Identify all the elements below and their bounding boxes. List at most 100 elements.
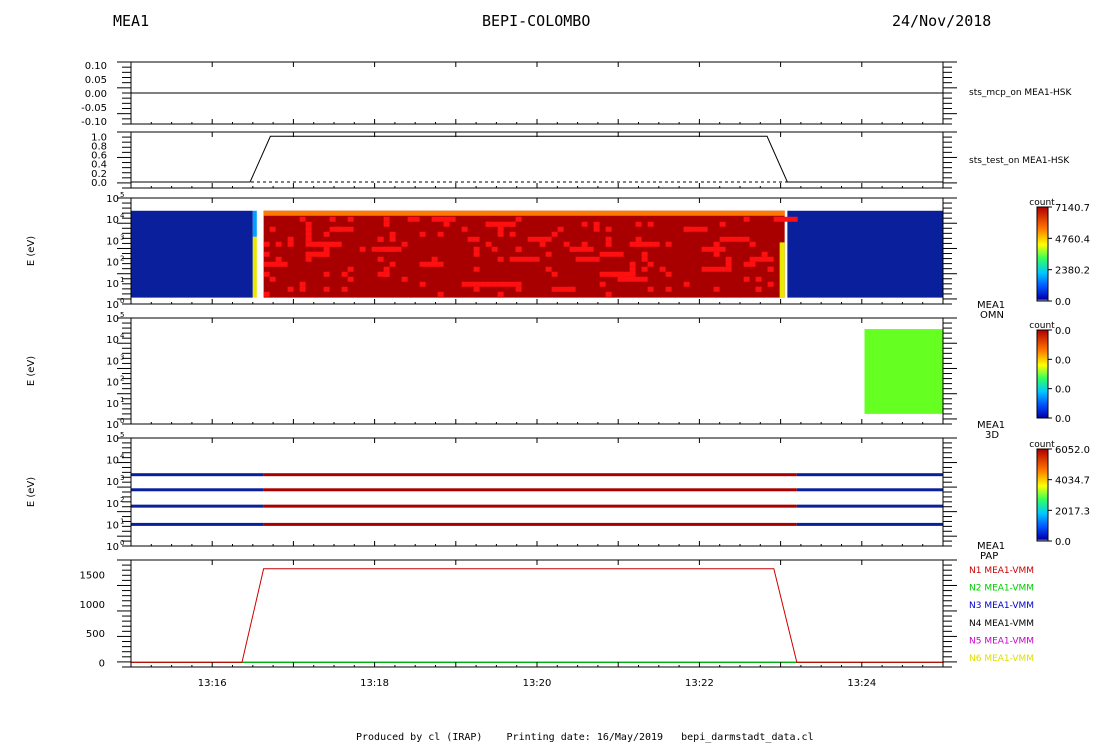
omn-speckle bbox=[605, 226, 612, 232]
omn-speckle bbox=[497, 256, 504, 262]
pap-band bbox=[263, 488, 797, 492]
omn-transition bbox=[252, 236, 257, 298]
y-tick-label: -0.05 bbox=[81, 103, 107, 114]
omn-speckle bbox=[605, 291, 612, 297]
omn-speckle bbox=[743, 276, 750, 282]
omn-speckle bbox=[347, 266, 354, 272]
mission-title: BEPI-COLOMBO bbox=[482, 12, 591, 30]
3d-y-tick-label: 10 bbox=[106, 378, 119, 389]
omn-speckle bbox=[419, 231, 426, 237]
omn-speckle bbox=[581, 221, 588, 227]
omn-speckle bbox=[275, 256, 282, 262]
omn-speckle bbox=[287, 241, 294, 247]
x-tick-label: 13:24 bbox=[847, 678, 876, 689]
3d-y-tick-label-exp: 3 bbox=[120, 353, 124, 361]
omn-speckle bbox=[545, 266, 552, 272]
omn-speckle bbox=[383, 221, 390, 227]
pap-band bbox=[796, 522, 943, 526]
omn-speckle bbox=[659, 266, 666, 272]
pap-y-tick-label: 10 bbox=[106, 477, 119, 488]
omn-speckle bbox=[749, 261, 756, 267]
y-tick-label: 0.6 bbox=[91, 151, 107, 162]
pap-y-tick-label-exp: 3 bbox=[120, 474, 124, 482]
omn-speckle bbox=[551, 286, 576, 292]
pap-colorbar-tick-label: 2017.3 bbox=[1055, 506, 1090, 517]
pap-colorbar bbox=[1036, 448, 1049, 542]
panel-pap-frame bbox=[130, 437, 944, 547]
pap-band bbox=[131, 504, 264, 508]
omn-speckle bbox=[347, 216, 354, 222]
omn-speckle bbox=[575, 256, 600, 262]
omn-speckle bbox=[755, 276, 762, 282]
omn-speckle bbox=[533, 256, 540, 262]
omn-speckle bbox=[653, 241, 660, 247]
omn-speckle bbox=[467, 236, 474, 242]
omn-speckle bbox=[665, 286, 672, 292]
legend-item: N4 MEA1-VMM bbox=[969, 619, 1034, 629]
omn-speckle bbox=[491, 281, 498, 287]
omn-speckle bbox=[263, 271, 270, 277]
3d-colorbar-title: count bbox=[1029, 321, 1055, 331]
omn-speckle bbox=[485, 281, 492, 287]
omn-speckle bbox=[527, 236, 552, 242]
y-tick-label: 0.4 bbox=[91, 160, 107, 171]
pap-band bbox=[796, 473, 943, 477]
omn-speckle bbox=[497, 221, 504, 227]
omn-speckle bbox=[383, 216, 390, 222]
pap-colorbar-tick-label: 4034.7 bbox=[1055, 476, 1090, 487]
omn-speckle bbox=[593, 226, 600, 232]
omn-speckle bbox=[563, 241, 570, 247]
omn-speckle bbox=[629, 261, 636, 267]
omn-speckle bbox=[473, 246, 480, 252]
omn-speckle bbox=[347, 276, 354, 282]
omn-speckle bbox=[569, 246, 594, 252]
y-tick-label: -0.10 bbox=[81, 117, 107, 128]
omn-speckle bbox=[371, 246, 378, 252]
3d-y-tick-label-exp: 0 bbox=[120, 417, 124, 425]
footer-printing: Printing date: 16/May/2019 bbox=[506, 732, 664, 743]
omn-speckle bbox=[437, 231, 444, 237]
pap-y-tick-label: 10 bbox=[106, 456, 119, 467]
omn-speckle bbox=[665, 241, 672, 247]
omn-speckle bbox=[497, 291, 504, 297]
omn-speckle bbox=[617, 276, 642, 282]
omn-y-tick-label-exp: 3 bbox=[120, 233, 124, 241]
3d-colorbar-tick-label: 0.0 bbox=[1055, 355, 1071, 366]
omn-speckle bbox=[389, 231, 396, 237]
pap-y-tick-label-exp: 0 bbox=[120, 539, 124, 547]
x-tick-label: 13:22 bbox=[685, 678, 714, 689]
omn-speckle bbox=[263, 251, 270, 257]
omn-y-tick-label: 10 bbox=[106, 300, 119, 311]
omn-speckle bbox=[683, 226, 708, 232]
omn-speckle bbox=[641, 266, 648, 272]
omn-speckle bbox=[641, 256, 648, 262]
pap-band bbox=[131, 522, 264, 526]
pap-colorbar-title: count bbox=[1029, 440, 1055, 450]
omn-speckle bbox=[629, 266, 636, 272]
omn-speckle bbox=[329, 241, 336, 247]
omn-speckle bbox=[305, 256, 312, 262]
omn-speckle bbox=[713, 251, 720, 257]
omn-speckle bbox=[341, 271, 348, 277]
omn-speckle bbox=[377, 256, 384, 262]
legend-item: N3 MEA1-VMM bbox=[969, 601, 1034, 611]
omn-speckle bbox=[641, 276, 648, 282]
omn-speckle bbox=[419, 261, 444, 267]
omn-speckle bbox=[401, 276, 408, 282]
panel-label-3d: MEA1 bbox=[977, 420, 1005, 431]
omn-speckle bbox=[605, 236, 612, 242]
omn-speckle bbox=[299, 286, 306, 292]
omn-y-tick-label-exp: 5 bbox=[120, 191, 124, 199]
omn-speckle bbox=[515, 286, 522, 292]
omn-y-tick-label-exp: 0 bbox=[120, 297, 124, 305]
footer: Produced by cl (IRAP) Printing date: 16/… bbox=[356, 732, 814, 743]
omn-speckle bbox=[305, 221, 312, 227]
pap-y-tick-label: 10 bbox=[106, 499, 119, 510]
y-tick-label: 0.0 bbox=[91, 178, 107, 189]
vmm-y-tick-label: 500 bbox=[86, 629, 105, 640]
omn-speckle bbox=[473, 286, 480, 292]
y-tick-label: 0.8 bbox=[91, 141, 107, 152]
omn-speckle bbox=[725, 256, 732, 262]
omn-y-tick-label-exp: 1 bbox=[120, 276, 124, 284]
